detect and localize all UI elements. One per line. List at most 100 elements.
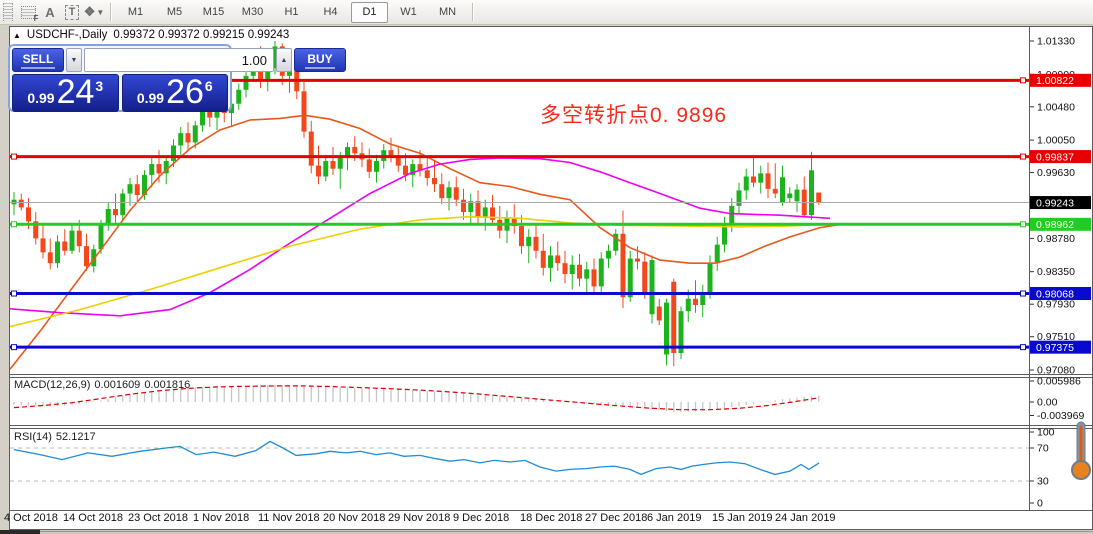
candle-body (337, 157, 343, 169)
trend-ma-line (10, 215, 824, 328)
timeframe-button-M5[interactable]: M5 (166, 6, 183, 18)
candle-body (577, 264, 582, 279)
line-drag-handle[interactable] (1020, 153, 1026, 160)
price-badge-label: 0.97375 (1036, 342, 1074, 354)
candle-body (772, 188, 778, 194)
main-chart-pane[interactable] (10, 41, 846, 370)
macd-signal-line (13, 385, 819, 411)
candle-body (562, 263, 568, 275)
candle-body (69, 230, 75, 251)
candle-body (207, 109, 213, 118)
text-label-icon[interactable]: T (61, 2, 83, 22)
line-drag-handle[interactable] (1020, 221, 1026, 228)
rsi-pane[interactable] (10, 440, 1029, 482)
sell-price-box[interactable]: 0.99 24 3 (12, 74, 119, 112)
candle-body (758, 173, 764, 183)
candle-body (272, 46, 278, 69)
timeframe-button-W1[interactable]: W1 (400, 6, 417, 18)
candle-body (606, 250, 611, 259)
candle-body (163, 160, 169, 174)
timeframe-button-D1[interactable]: D1 (351, 1, 388, 23)
volume-decrease-button[interactable]: ▼ (66, 48, 82, 72)
rsi-label: RSI(14) 52.1217 (14, 431, 96, 443)
chart-text-annotation[interactable]: 多空转折点0. 9896 (540, 104, 728, 127)
date-label: 18 Dec 2018 (520, 512, 582, 524)
candle-body (55, 241, 60, 264)
window-bottom-edge (0, 530, 1093, 534)
buy-price-pips: 26 (166, 73, 204, 111)
candle-body (40, 238, 46, 253)
line-drag-handle[interactable] (1020, 344, 1026, 351)
candle-body (62, 241, 68, 251)
line-drag-handle[interactable] (11, 221, 17, 228)
candle-body (105, 208, 111, 225)
line-drag-handle[interactable] (11, 344, 17, 351)
date-label: 4 Oct 2018 (4, 512, 58, 524)
line-drag-handle[interactable] (1020, 77, 1026, 84)
candle-body (664, 302, 669, 355)
candle-body (127, 184, 133, 194)
candle-body (714, 244, 720, 264)
timeframe-button-M1[interactable]: M1 (127, 6, 144, 18)
candle-body (308, 131, 314, 166)
volume-input[interactable] (84, 48, 274, 72)
candle-body (533, 236, 539, 251)
timeframe-button-H4[interactable]: H4 (323, 6, 338, 18)
date-label: 23 Oct 2018 (128, 512, 188, 524)
ohlc-values: 0.99372 0.99372 0.99215 0.99243 (113, 29, 290, 41)
line-drag-handle[interactable] (11, 153, 17, 160)
candle-body (794, 189, 800, 202)
candle-body (200, 109, 205, 126)
buy-price-box[interactable]: 0.99 26 6 (121, 73, 228, 112)
timeframe-button-H1[interactable]: H1 (284, 6, 299, 18)
candle-body (816, 192, 822, 203)
timeframe-button-M15[interactable]: M15 (202, 6, 225, 18)
price-tick-label: 0.98350 (1037, 266, 1075, 278)
line-drag-handle[interactable] (11, 290, 17, 297)
time-axis[interactable]: 4 Oct 2018 14 Oct 2018 23 Oct 2018 1 Nov 20… (4, 512, 836, 524)
candle-body (33, 221, 39, 239)
timeframe-button-M30[interactable]: M30 (241, 6, 264, 18)
price-badge (1030, 340, 1091, 354)
date-label: 14 Oct 2018 (63, 512, 123, 524)
date-label: 1 Nov 2018 (193, 512, 249, 524)
one-click-trading-panel: SELL ▼ ▲ BUY 0.99 24 3 0.99 26 6 (8, 44, 346, 112)
volume-increase-button[interactable]: ▲ (276, 48, 292, 72)
candle-body (439, 184, 445, 199)
date-label: 15 Jan 2019 (712, 512, 773, 524)
chart-grid-f-icon[interactable]: F (17, 2, 39, 23)
candle-body (765, 173, 771, 189)
price-badge (1030, 73, 1091, 87)
price-badge-label: 0.98962 (1036, 219, 1074, 231)
text-annotation-icon[interactable]: A (45, 4, 55, 20)
candle-body (432, 178, 437, 185)
date-label: 9 Dec 2018 (453, 512, 509, 524)
candle-body (656, 306, 662, 321)
price-axis[interactable]: 1.013301.009001.004801.000500.996300.992… (1030, 36, 1091, 510)
price-badge (1030, 217, 1091, 231)
candle-body (301, 91, 307, 132)
collapse-triangle-icon[interactable]: ▲ (13, 30, 21, 40)
candle-body (519, 226, 524, 247)
candle-body (113, 208, 118, 216)
candle-body (453, 187, 459, 200)
macd-pane[interactable] (13, 384, 820, 413)
arrow-objects-icon[interactable]: ❖ ▼ (83, 4, 105, 19)
macd-label: MACD(12,26,9) 0.001609 0.001816 (14, 379, 191, 391)
sell-button[interactable]: SELL (12, 48, 64, 72)
line-drag-handle[interactable] (1020, 290, 1026, 297)
candle-body (18, 199, 24, 208)
timeframe-button-MN[interactable]: MN (438, 6, 457, 18)
candle-body (729, 205, 735, 225)
candle-body (693, 298, 698, 305)
buy-button[interactable]: BUY (294, 48, 346, 72)
candle-body (352, 147, 358, 154)
candle-body (47, 252, 53, 264)
candle-body (403, 165, 408, 175)
dropdown-caret-icon[interactable]: ▼ (96, 7, 105, 17)
candle-body (26, 207, 31, 222)
date-label: 27 Dec 2018 (585, 512, 647, 524)
symbol-title: USDCHF-,Daily (26, 29, 108, 41)
candle-body (76, 230, 82, 247)
toolbar-grip-handle[interactable] (3, 3, 13, 21)
